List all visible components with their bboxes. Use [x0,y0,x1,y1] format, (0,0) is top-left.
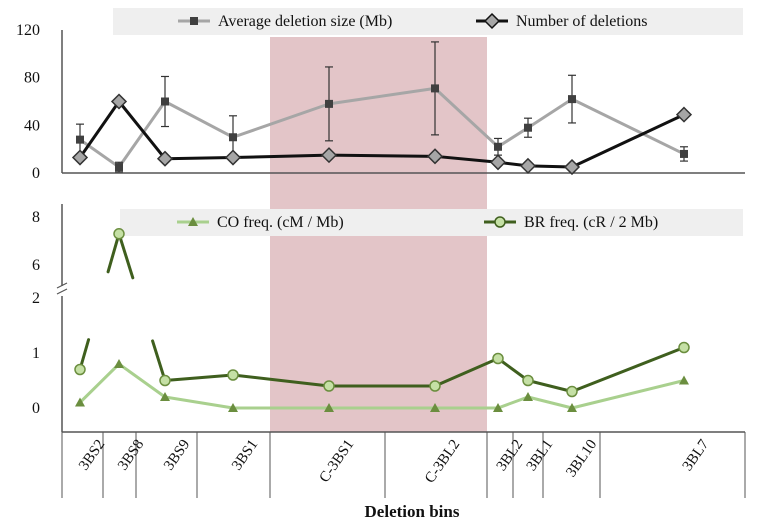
avg-size-point [115,163,123,171]
bottom-y-tick-label: 2 [32,290,40,307]
top-legend: Average deletion size (Mb) Number of dele… [113,8,743,35]
avg-size-point [325,100,333,108]
br-freq-segment [119,234,133,278]
deletions-count-point [521,159,535,173]
br-freq-point [567,387,577,397]
deletions-count-point [226,151,240,165]
avg-size-point [431,84,439,92]
bin-label: 3BL10 [563,437,600,480]
bottom-y-tick-label: 8 [32,209,40,226]
br-freq-point [324,381,334,391]
bin-label: 3BL1 [524,437,557,474]
br-freq-point [493,354,503,364]
bin-label: C-3BS1 [316,437,357,486]
top-y-tick-label: 40 [24,117,40,134]
deletions-count-point [491,155,505,169]
top-y-tick-label: 80 [24,70,40,87]
bin-label: 3BS1 [229,437,261,474]
deletions-count-point [565,160,579,174]
br-freq-segment [528,381,572,392]
avg-size-point [76,136,84,144]
legend-circle-marker [495,217,505,227]
br-freq-point [523,376,533,386]
legend-square-marker [190,17,198,25]
x-axis-title: Deletion bins [365,502,460,521]
br-freq-point [430,381,440,391]
bin-label: 3BS9 [161,437,193,474]
legend-entry: BR freq. (cR / 2 Mb) [524,214,658,231]
br-freq-point [679,343,689,353]
legend-entry: Average deletion size (Mb) [218,13,392,30]
bin-label: 3BL2 [494,437,527,474]
bottom-y-tick-label: 6 [32,257,40,274]
top-y-tick-label: 0 [32,165,40,182]
avg-size-point [524,124,532,132]
br-freq-point [160,376,170,386]
co-freq-point [114,359,124,368]
top-y-tick-label: 120 [16,22,40,39]
avg-size-point [680,150,688,158]
legend-entry: CO freq. (cM / Mb) [217,214,344,231]
bin-label: C-3BL2 [422,437,463,486]
bottom-y-axis: 0 1 2 6 8 [32,204,67,432]
legend-entry: Number of deletions [516,13,648,30]
br-freq-point [228,370,238,380]
br-freq-point [75,365,85,375]
avg-size-point [161,98,169,106]
br-freq-segment [153,341,165,381]
bin-label: 3BL7 [680,436,713,474]
bottom-y-tick-label: 0 [32,400,40,417]
deletions-count-point [677,108,691,122]
avg-size-point [229,133,237,141]
bottom-y-tick-label: 1 [32,345,40,362]
br-freq-segment [165,375,233,381]
bin-label: 3BS8 [115,437,147,474]
avg-size-point [494,143,502,151]
avg-size-point [568,95,576,103]
bottom-legend: CO freq. (cM / Mb) BR freq. (cR / 2 Mb) [120,209,743,236]
br-freq-point [114,229,124,239]
br-freq-segment [108,234,119,272]
